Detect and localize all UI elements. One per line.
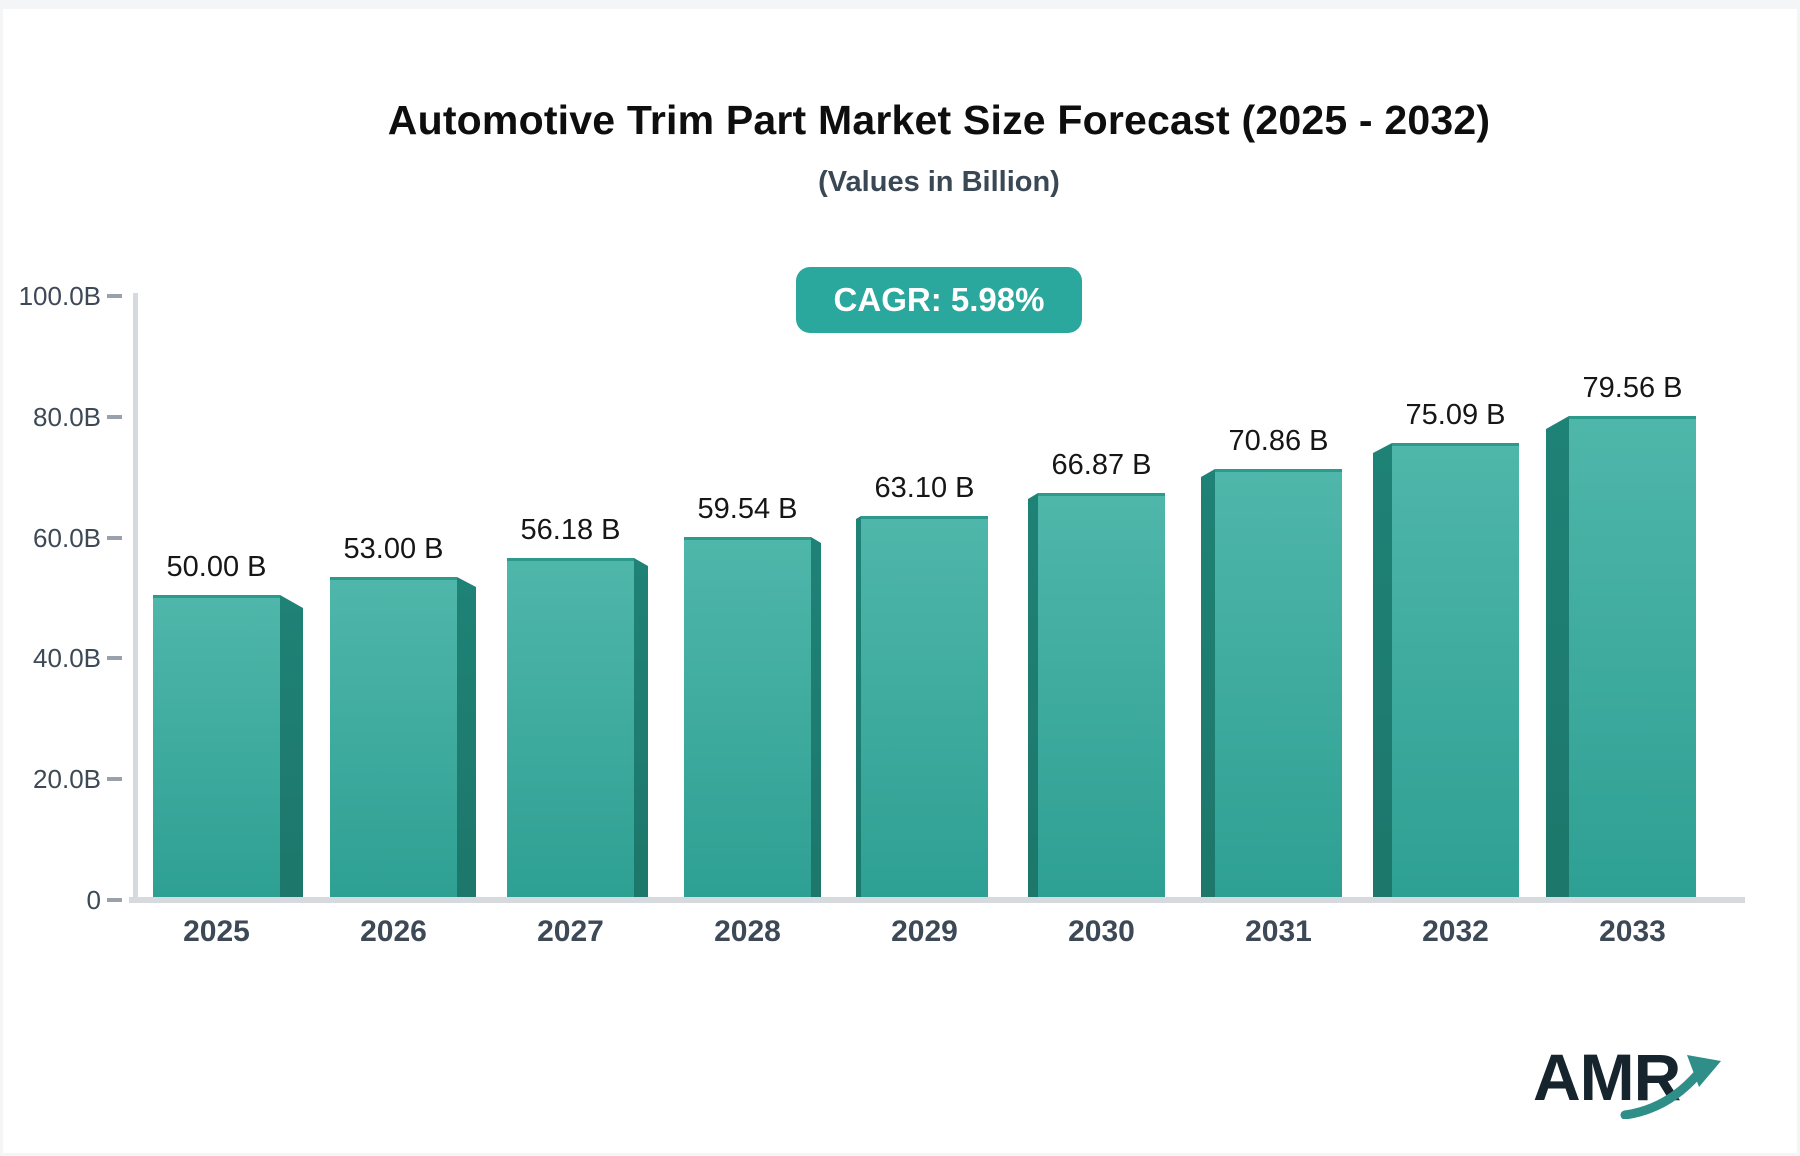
y-tick-dash bbox=[107, 294, 122, 298]
chart-header: Automotive Trim Part Market Size Forecas… bbox=[133, 97, 1745, 199]
y-tick-dash bbox=[107, 536, 122, 540]
bar-value-label: 79.56 B bbox=[1582, 372, 1683, 404]
y-tick-dash bbox=[107, 415, 122, 419]
bar-2032 bbox=[1392, 443, 1519, 897]
badge-row: CAGR: 5.98% bbox=[133, 267, 1745, 333]
bar-side-2032 bbox=[1373, 443, 1392, 897]
bar-2031 bbox=[1215, 469, 1342, 897]
bar-side-2026 bbox=[457, 577, 476, 897]
bar-value-label: 70.86 B bbox=[1228, 425, 1329, 457]
bar-value-label: 75.09 B bbox=[1405, 399, 1506, 431]
x-axis-label-2029: 2029 bbox=[891, 915, 958, 948]
bar-2026 bbox=[330, 577, 457, 897]
y-tick-dash bbox=[107, 656, 122, 660]
bar-2030 bbox=[1038, 493, 1165, 897]
y-tick-label: 100.0B bbox=[18, 281, 101, 311]
bar-value-label: 66.87 B bbox=[1051, 449, 1152, 481]
y-tick-label: 0 bbox=[86, 885, 101, 915]
bar-2033 bbox=[1569, 416, 1696, 897]
y-tick-dash bbox=[107, 898, 122, 902]
bar-side-2033 bbox=[1546, 416, 1569, 897]
y-tick-label: 80.0B bbox=[33, 402, 101, 432]
x-axis-line bbox=[129, 897, 1745, 903]
bar-value-label: 56.18 B bbox=[520, 514, 621, 546]
bar-side-2029 bbox=[856, 516, 861, 897]
bar-side-2027 bbox=[634, 558, 648, 897]
y-tick-label: 40.0B bbox=[33, 643, 101, 673]
y-tick-label: 60.0B bbox=[33, 523, 101, 553]
y-tick-label: 20.0B bbox=[33, 764, 101, 794]
x-axis-label-2025: 2025 bbox=[183, 915, 250, 948]
x-axis-label-2026: 2026 bbox=[360, 915, 427, 948]
x-axis-label-2030: 2030 bbox=[1068, 915, 1135, 948]
chart-card: Automotive Trim Part Market Size Forecas… bbox=[3, 9, 1797, 1153]
x-axis-label-2031: 2031 bbox=[1245, 915, 1312, 948]
bar-side-2031 bbox=[1201, 469, 1215, 897]
bar-side-2025 bbox=[280, 595, 303, 897]
bar-2028 bbox=[684, 537, 811, 897]
y-tick-dash bbox=[107, 777, 122, 781]
bar-side-2028 bbox=[811, 537, 821, 897]
cagr-badge: CAGR: 5.98% bbox=[795, 267, 1083, 333]
y-axis-line bbox=[133, 293, 138, 902]
x-axis-label-2032: 2032 bbox=[1422, 915, 1489, 948]
bar-side-2030 bbox=[1028, 493, 1038, 897]
chart-title: Automotive Trim Part Market Size Forecas… bbox=[387, 97, 1491, 143]
bar-2025 bbox=[153, 595, 280, 897]
bar-value-label: 50.00 B bbox=[166, 551, 267, 583]
plot-area: 100.0B 80.0B 60.0B 40.0B 20.0B 0 50.00 B 53.00… bbox=[19, 281, 1745, 948]
bar-value-label: 63.10 B bbox=[874, 472, 975, 504]
trend-arrow-icon bbox=[1620, 1055, 1721, 1119]
x-axis-label-2028: 2028 bbox=[714, 915, 781, 948]
x-axis-label-2027: 2027 bbox=[537, 915, 604, 948]
amr-logo: AMR bbox=[1533, 1039, 1733, 1129]
bar-value-label: 59.54 B bbox=[697, 493, 798, 525]
bar-2029 bbox=[861, 516, 988, 897]
bar-2027 bbox=[507, 558, 634, 897]
x-axis-label-2033: 2033 bbox=[1599, 915, 1666, 948]
bar-value-label: 53.00 B bbox=[343, 533, 444, 565]
chart-subtitle: (Values in Billion) bbox=[818, 166, 1060, 198]
